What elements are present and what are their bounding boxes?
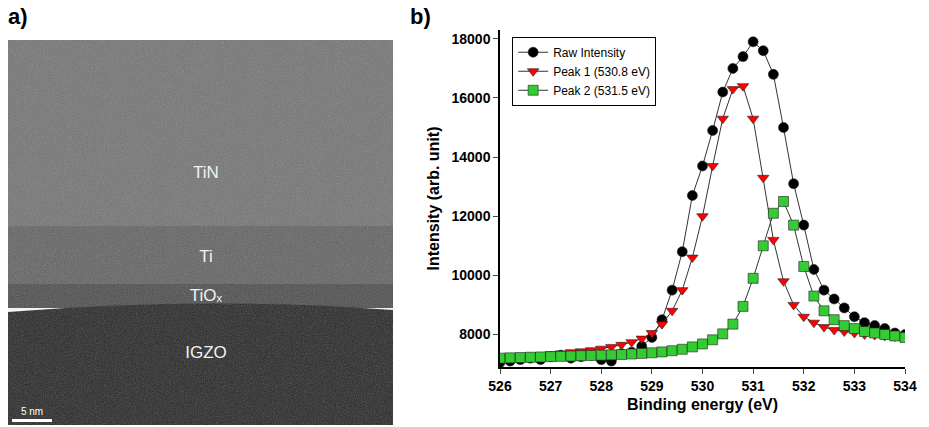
svg-text:532: 532	[792, 378, 816, 394]
svg-text:12000: 12000	[452, 208, 491, 224]
svg-text:529: 529	[640, 378, 664, 394]
svg-text:530: 530	[691, 378, 715, 394]
svg-text:14000: 14000	[452, 149, 491, 165]
svg-text:528: 528	[590, 378, 614, 394]
svg-text:527: 527	[539, 378, 563, 394]
svg-text:Ti: Ti	[199, 247, 213, 266]
svg-text:Peak 1 (530.8 eV): Peak 1 (530.8 eV)	[553, 65, 650, 79]
svg-text:526: 526	[488, 378, 512, 394]
svg-text:Peak 2 (531.5 eV): Peak 2 (531.5 eV)	[553, 84, 650, 98]
svg-text:Binding energy (eV): Binding energy (eV)	[627, 396, 778, 413]
svg-text:Raw Intensity: Raw Intensity	[553, 46, 625, 60]
svg-text:IGZO: IGZO	[185, 343, 227, 362]
svg-text:Intensity (arb. unit): Intensity (arb. unit)	[425, 126, 442, 270]
svg-text:5 nm: 5 nm	[21, 406, 43, 417]
svg-text:TiOₓ: TiOₓ	[190, 286, 223, 305]
html-text:a): a)	[8, 4, 28, 29]
svg-text:531: 531	[741, 378, 765, 394]
svg-text:533: 533	[843, 378, 867, 394]
svg-text:18000: 18000	[452, 31, 491, 47]
svg-text:534: 534	[893, 378, 917, 394]
svg-text:10000: 10000	[452, 267, 491, 283]
svg-text:TiN: TiN	[193, 163, 219, 182]
svg-text:16000: 16000	[452, 90, 491, 106]
html-text:b): b)	[410, 4, 431, 29]
svg-text:8000: 8000	[459, 326, 490, 342]
